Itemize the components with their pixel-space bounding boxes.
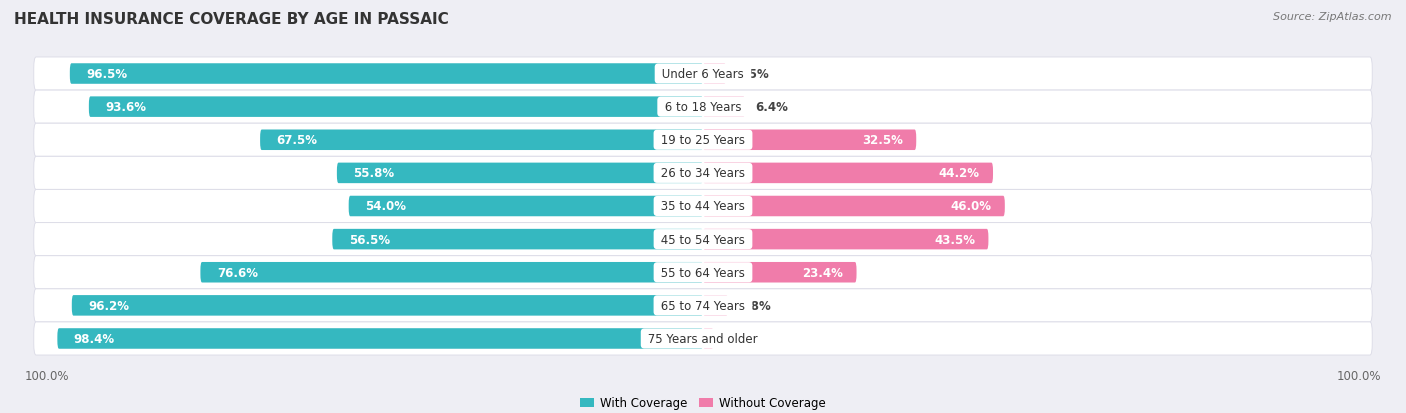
FancyBboxPatch shape xyxy=(349,196,703,217)
Text: 23.4%: 23.4% xyxy=(803,266,844,279)
Text: 3.5%: 3.5% xyxy=(735,68,769,81)
Legend: With Coverage, Without Coverage: With Coverage, Without Coverage xyxy=(575,392,831,413)
FancyBboxPatch shape xyxy=(260,130,703,151)
Text: 6.4%: 6.4% xyxy=(755,101,787,114)
Text: 65 to 74 Years: 65 to 74 Years xyxy=(657,299,749,312)
Text: HEALTH INSURANCE COVERAGE BY AGE IN PASSAIC: HEALTH INSURANCE COVERAGE BY AGE IN PASS… xyxy=(14,12,449,27)
Text: 96.5%: 96.5% xyxy=(86,68,128,81)
Text: 55 to 64 Years: 55 to 64 Years xyxy=(657,266,749,279)
FancyBboxPatch shape xyxy=(703,295,728,316)
Text: 32.5%: 32.5% xyxy=(862,134,903,147)
FancyBboxPatch shape xyxy=(34,58,1372,91)
Text: 45 to 54 Years: 45 to 54 Years xyxy=(657,233,749,246)
FancyBboxPatch shape xyxy=(34,190,1372,223)
Text: 93.6%: 93.6% xyxy=(105,101,146,114)
FancyBboxPatch shape xyxy=(703,64,725,85)
FancyBboxPatch shape xyxy=(201,262,703,283)
Text: 46.0%: 46.0% xyxy=(950,200,991,213)
FancyBboxPatch shape xyxy=(703,163,993,184)
Text: 35 to 44 Years: 35 to 44 Years xyxy=(657,200,749,213)
FancyBboxPatch shape xyxy=(34,256,1372,289)
FancyBboxPatch shape xyxy=(72,295,703,316)
Text: 1.6%: 1.6% xyxy=(723,332,756,345)
Text: 96.2%: 96.2% xyxy=(89,299,129,312)
FancyBboxPatch shape xyxy=(703,328,713,349)
FancyBboxPatch shape xyxy=(34,322,1372,355)
Text: 54.0%: 54.0% xyxy=(366,200,406,213)
FancyBboxPatch shape xyxy=(34,157,1372,190)
FancyBboxPatch shape xyxy=(703,229,988,250)
Text: Under 6 Years: Under 6 Years xyxy=(658,68,748,81)
Text: 3.8%: 3.8% xyxy=(738,299,770,312)
Text: 26 to 34 Years: 26 to 34 Years xyxy=(657,167,749,180)
Text: 56.5%: 56.5% xyxy=(349,233,389,246)
Text: 75 Years and older: 75 Years and older xyxy=(644,332,762,345)
FancyBboxPatch shape xyxy=(34,289,1372,322)
FancyBboxPatch shape xyxy=(703,97,745,118)
FancyBboxPatch shape xyxy=(89,97,703,118)
Text: Source: ZipAtlas.com: Source: ZipAtlas.com xyxy=(1274,12,1392,22)
FancyBboxPatch shape xyxy=(332,229,703,250)
FancyBboxPatch shape xyxy=(337,163,703,184)
Text: 43.5%: 43.5% xyxy=(935,233,976,246)
Text: 6 to 18 Years: 6 to 18 Years xyxy=(661,101,745,114)
FancyBboxPatch shape xyxy=(703,196,1005,217)
FancyBboxPatch shape xyxy=(703,130,917,151)
FancyBboxPatch shape xyxy=(34,223,1372,256)
Text: 44.2%: 44.2% xyxy=(939,167,980,180)
Text: 98.4%: 98.4% xyxy=(73,332,115,345)
FancyBboxPatch shape xyxy=(703,262,856,283)
Text: 19 to 25 Years: 19 to 25 Years xyxy=(657,134,749,147)
FancyBboxPatch shape xyxy=(34,91,1372,124)
Text: 55.8%: 55.8% xyxy=(353,167,395,180)
Text: 76.6%: 76.6% xyxy=(217,266,257,279)
FancyBboxPatch shape xyxy=(70,64,703,85)
FancyBboxPatch shape xyxy=(34,124,1372,157)
Text: 67.5%: 67.5% xyxy=(277,134,318,147)
FancyBboxPatch shape xyxy=(58,328,703,349)
